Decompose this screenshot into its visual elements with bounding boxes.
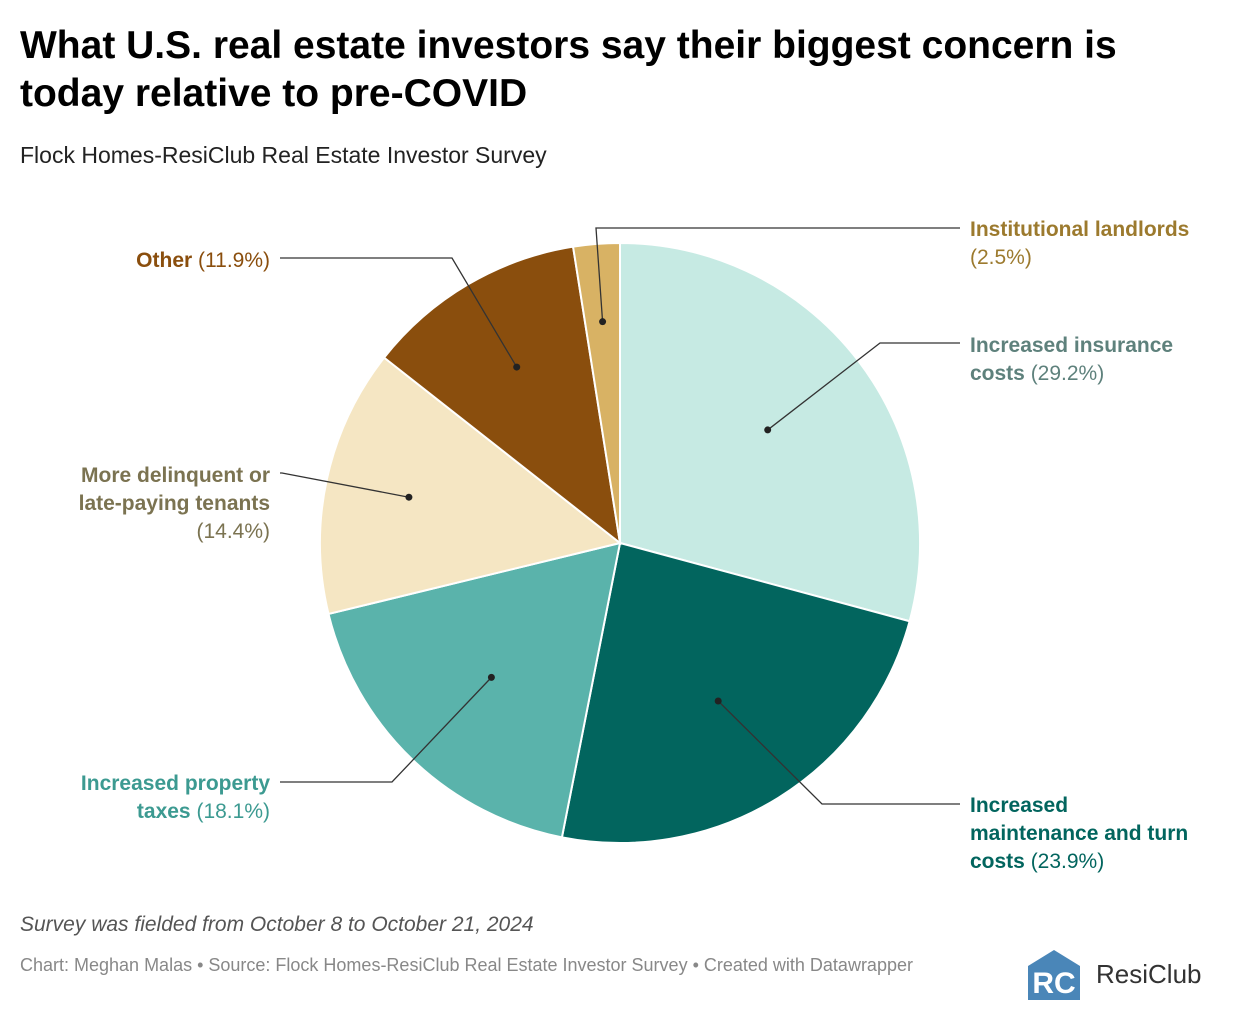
pie-chart: Increased insurance costs (29.2%)Increase… — [79, 218, 1190, 873]
leader-dot-other — [513, 363, 521, 371]
chart-title: What U.S. real estate investors say thei… — [20, 24, 1117, 115]
resiclub-logo[interactable]: RC ResiClub — [1024, 944, 1202, 1004]
chart-notes: Survey was fielded from October 8 to Oct… — [20, 913, 534, 936]
slice-label-line: costs — [970, 850, 1025, 873]
slice-label-line: late-paying tenants — [79, 492, 270, 515]
leader-dot-increased-maintenance-and-turn-costs — [714, 697, 722, 705]
leader-dot-increased-property-taxes — [487, 673, 495, 681]
pie-slice-institutional-landlords[interactable] — [571, 241, 621, 544]
slice-label-line: costs — [970, 362, 1025, 385]
pie-slices — [318, 241, 921, 844]
slice-label-line: Institutional landlords — [970, 218, 1189, 241]
leader-line-increased-insurance-costs — [767, 342, 960, 431]
slice-label-other: Other (11.9%) — [136, 249, 270, 272]
slice-label-institutional-landlords: Institutional landlords (2.5%) — [970, 218, 1189, 269]
leader-line-more-delinquent-or-late-paying-tenants — [280, 472, 410, 498]
logo-text: ResiClub — [1096, 958, 1202, 989]
pie-slice-more-delinquent-or-late-paying-tenants[interactable] — [318, 356, 623, 616]
slice-label-line: More delinquent or — [81, 464, 270, 487]
slice-label-line: Other — [136, 249, 192, 272]
slice-value-label: (23.9%) — [1025, 850, 1104, 873]
leader-dot-institutional-landlords — [599, 318, 607, 326]
resiclub-house-logo-icon: RC — [1028, 950, 1080, 1000]
leader-line-institutional-landlords — [595, 227, 960, 322]
leader-line-increased-property-taxes — [280, 676, 492, 783]
leader-line-other — [280, 257, 518, 368]
chart-subtitle: Flock Homes-ResiClub Real Estate Investo… — [20, 142, 547, 168]
slice-label-increased-insurance-costs: Increased insurance costs (29.2%) — [970, 334, 1173, 385]
slice-label-more-delinquent-or-late-paying-tenants: More delinquent or late-paying tenants (14… — [79, 464, 270, 543]
leader-dot-increased-insurance-costs — [764, 426, 772, 434]
slice-label-increased-maintenance-and-turn-costs: Increased maintenance and turn costs (23.9… — [970, 794, 1188, 873]
slice-value-label: (14.4%) — [196, 520, 270, 543]
slice-value-label: (18.1%) — [191, 800, 270, 823]
leader-lines — [280, 227, 960, 805]
slice-value-label: (11.9%) — [192, 249, 270, 272]
pie-slice-increased-maintenance-and-turn-costs[interactable] — [560, 541, 911, 844]
logo-mark-letters: RC — [1032, 967, 1075, 1000]
chart-credits: Chart: Meghan Malas • Source: Flock Home… — [20, 955, 913, 975]
slice-labels: Increased insurance costs (29.2%)Increase… — [79, 218, 1190, 873]
leader-dot-more-delinquent-or-late-paying-tenants — [405, 493, 413, 501]
slice-label-line: Increased insurance — [970, 334, 1173, 357]
slice-value-label: (2.5%) — [970, 246, 1032, 269]
slice-label-line: maintenance and turn — [970, 822, 1188, 845]
slice-label-increased-property-taxes: Increased property taxes (18.1%) — [81, 772, 270, 823]
slice-label-line: Increased property — [81, 772, 270, 795]
slice-value-label: (29.2%) — [1025, 362, 1104, 385]
leader-line-increased-maintenance-and-turn-costs — [717, 700, 960, 805]
slice-label-line: Increased — [970, 794, 1068, 817]
slice-label-line: taxes — [137, 800, 191, 823]
